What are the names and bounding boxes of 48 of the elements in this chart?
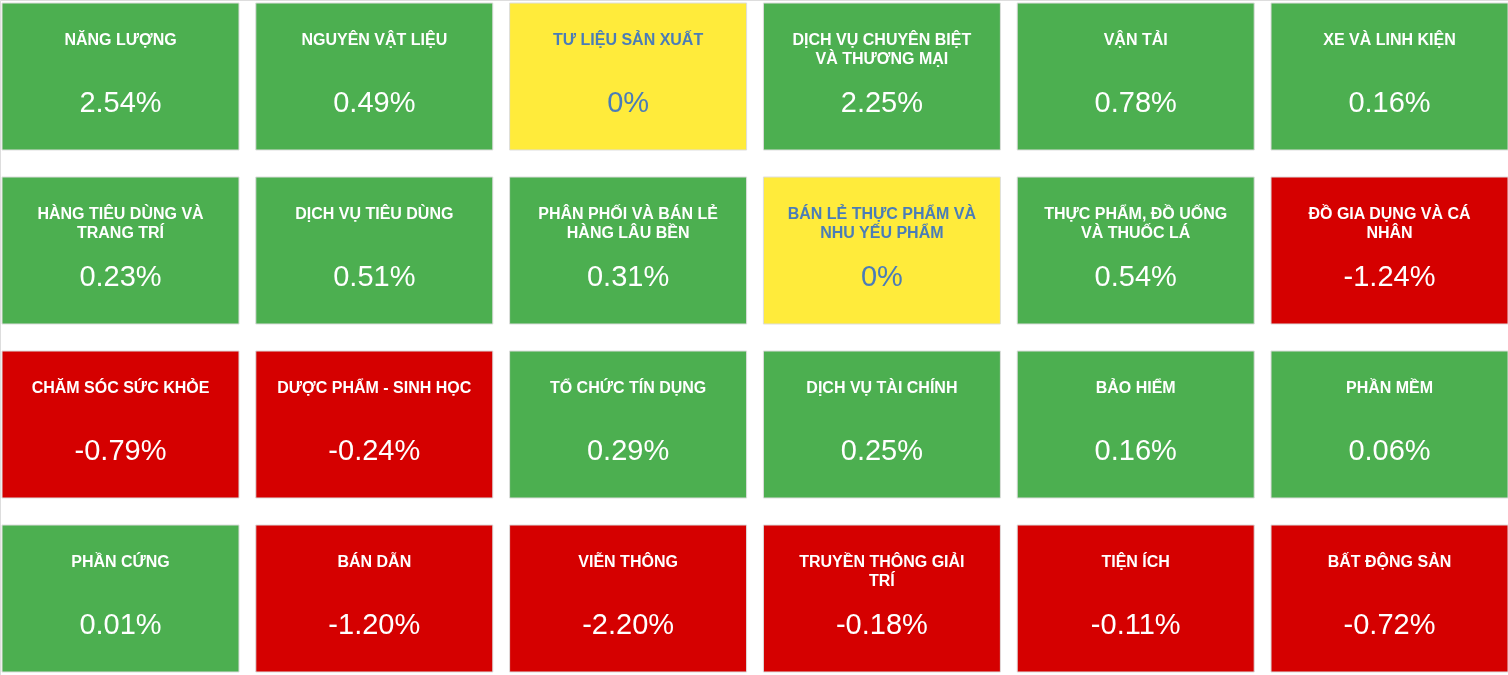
data-label: -0.24% bbox=[328, 434, 421, 466]
category-label: ĐỒ GIA DỤNG VÀ CÁ NHÂN bbox=[1308, 204, 1471, 241]
category-label: BẢO HIỂM bbox=[1095, 378, 1176, 396]
data-label: 0.06% bbox=[1348, 434, 1431, 466]
data-label: 0.51% bbox=[333, 260, 416, 292]
data-label: 0.16% bbox=[1348, 86, 1431, 118]
data-label: 0.23% bbox=[79, 260, 162, 292]
data-label: -2.20% bbox=[582, 608, 675, 640]
data-label: 2.54% bbox=[79, 86, 162, 118]
category-label: BÁN LẺ THỰC PHẨM VÀ NHU YẾU PHẨM bbox=[787, 204, 977, 241]
category-label: DỊCH VỤ TÀI CHÍNH bbox=[806, 378, 958, 396]
data-label: 0.54% bbox=[1094, 260, 1177, 292]
data-label: 0% bbox=[607, 86, 650, 118]
data-label: -1.24% bbox=[1343, 260, 1436, 292]
data-label: 2.25% bbox=[840, 86, 924, 118]
data-label: -1.20% bbox=[328, 608, 421, 640]
category-label: PHÂN PHỐI VÀ BÁN LẺ HÀNG LÂU BỀN bbox=[538, 203, 719, 241]
category-label: BÁN DẪN bbox=[337, 552, 412, 570]
data-label: 0.25% bbox=[840, 434, 924, 466]
data-label: 0.31% bbox=[586, 260, 670, 292]
category-label: BẤT ĐỘNG SẢN bbox=[1327, 552, 1452, 570]
category-label: DỊCH VỤ CHUYÊN BIỆT VÀ THƯƠNG MẠI bbox=[792, 30, 972, 67]
data-label: -0.11% bbox=[1090, 608, 1181, 640]
data-label: 0.16% bbox=[1094, 434, 1177, 466]
data-label: 0% bbox=[860, 260, 903, 292]
category-label: TƯ LIỆU SẢN XUẤT bbox=[553, 30, 704, 48]
data-label: -0.79% bbox=[74, 434, 167, 466]
category-label: DƯỢC PHẨM - SINH HỌC bbox=[277, 378, 472, 396]
category-label: PHẦN MỀM bbox=[1345, 378, 1434, 396]
data-label: -0.72% bbox=[1343, 608, 1436, 640]
category-label: TIỆN ÍCH bbox=[1101, 552, 1170, 570]
category-label: CHĂM SÓC SỨC KHỎE bbox=[31, 378, 210, 396]
category-label: TRUYỀN THÔNG GIẢI TRÍ bbox=[799, 552, 965, 589]
category-label: VIỄN THÔNG bbox=[578, 552, 678, 570]
category-label: TỔ CHỨC TÍN DỤNG bbox=[549, 378, 707, 396]
category-label: VẬN TẢI bbox=[1103, 30, 1168, 48]
category-label: PHẦN CỨNG bbox=[71, 552, 170, 570]
data-label: -0.18% bbox=[835, 608, 928, 640]
category-label: NĂNG LƯỢNG bbox=[64, 30, 177, 48]
data-label: 0.49% bbox=[333, 86, 416, 118]
category-label: DỊCH VỤ TIÊU DÙNG bbox=[295, 204, 454, 222]
category-label: HÀNG TIÊU DÙNG VÀ TRANG TRÍ bbox=[37, 204, 205, 241]
category-label: NGUYÊN VẬT LIỆU bbox=[301, 30, 448, 48]
category-label: THỰC PHẨM, ĐỒ UỐNG VÀ THUỐC LÁ bbox=[1044, 203, 1228, 241]
category-label: XE VÀ LINH KIỆN bbox=[1323, 30, 1456, 48]
data-label: 0.29% bbox=[586, 434, 670, 466]
data-label: 0.01% bbox=[79, 608, 162, 640]
data-label: 0.78% bbox=[1094, 86, 1177, 118]
